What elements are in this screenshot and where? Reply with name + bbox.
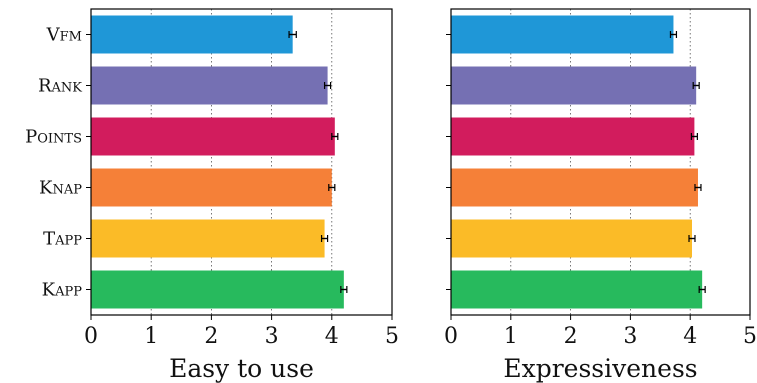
x-tick-label: 0 bbox=[444, 324, 458, 349]
x-tick-label: 1 bbox=[504, 324, 518, 349]
x-axis-title: Easy to use bbox=[169, 354, 314, 383]
x-tick-label: 2 bbox=[564, 324, 578, 349]
category-label: Kapp bbox=[42, 280, 83, 301]
bar-rank bbox=[451, 66, 697, 105]
x-tick-label: 1 bbox=[144, 324, 158, 349]
bar-rank bbox=[91, 66, 328, 105]
x-tick-label: 4 bbox=[683, 324, 697, 349]
plot-frame bbox=[90, 8, 393, 316]
plot-frame bbox=[450, 8, 751, 316]
bar-points bbox=[91, 117, 335, 156]
easy-to-use-panel: Vfm Rank Points Knap Tapp Kapp 0 1 2 3 4 5 Easy to u… bbox=[25, 8, 399, 383]
x-tick-label: 3 bbox=[623, 324, 637, 349]
bar-knap bbox=[451, 168, 698, 207]
x-axis-title: Expressiveness bbox=[503, 354, 697, 383]
category-label: Rank bbox=[38, 76, 82, 97]
bar-kapp bbox=[91, 270, 344, 309]
category-label: Knap bbox=[39, 178, 82, 199]
bar-knap bbox=[91, 168, 332, 207]
bar-vfm bbox=[91, 15, 293, 54]
bar-points bbox=[451, 117, 695, 156]
bar-tapp bbox=[91, 219, 325, 258]
bar-tapp bbox=[451, 219, 692, 258]
bar-vfm bbox=[451, 15, 674, 54]
category-label: Tapp bbox=[43, 229, 82, 250]
x-tick-label: 0 bbox=[84, 324, 98, 349]
bar-kapp bbox=[451, 270, 703, 309]
category-label: Vfm bbox=[46, 25, 82, 46]
expressiveness-panel: 0 1 2 3 4 5 Expressiveness bbox=[444, 8, 757, 383]
x-tick-label: 4 bbox=[325, 324, 339, 349]
category-label: Points bbox=[25, 127, 82, 148]
x-tick-label: 2 bbox=[204, 324, 218, 349]
x-tick-label: 5 bbox=[385, 324, 399, 349]
x-tick-label: 3 bbox=[265, 324, 279, 349]
x-tick-label: 5 bbox=[743, 324, 757, 349]
